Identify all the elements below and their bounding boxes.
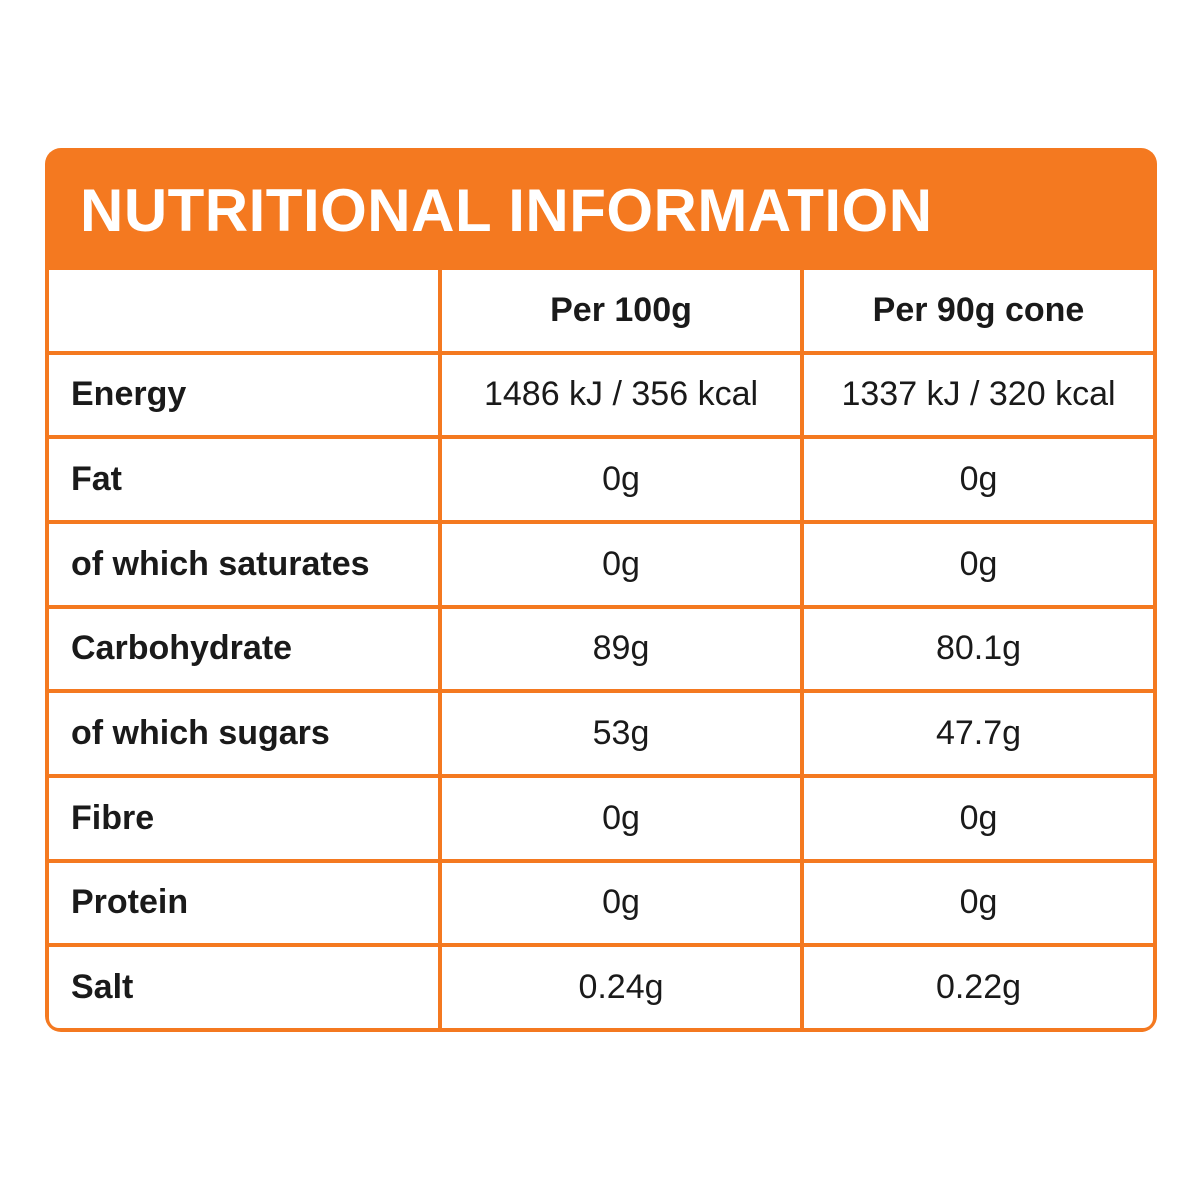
value-cell: 80.1g: [804, 608, 1153, 690]
column-header: Per 100g: [442, 270, 800, 351]
table-row: Salt 0.24g 0.22g: [49, 947, 1153, 1028]
table-row: Energy 1486 kJ / 356 kcal 1337 kJ / 320 kc…: [49, 354, 1153, 436]
value-cell: 53g: [442, 693, 800, 774]
row-label: Protein: [49, 862, 438, 944]
table-row: Carbohydrate 89g 80.1g: [49, 608, 1153, 690]
table-row: of which saturates 0g 0g: [49, 523, 1153, 605]
row-label: of which saturates: [49, 523, 438, 605]
value-cell: 1486 kJ / 356 kcal: [442, 354, 800, 436]
row-label: Fibre: [49, 777, 438, 859]
value-cell: 0g: [442, 523, 800, 605]
value-cell: 0g: [442, 862, 800, 944]
row-label: Carbohydrate: [49, 608, 438, 690]
title: NUTRITIONAL INFORMATION: [80, 177, 933, 244]
nutrition-card: NUTRITIONAL INFORMATION Per 100g Per 90g …: [45, 148, 1157, 1032]
value-cell: 47.7g: [804, 693, 1153, 774]
table-row: Fibre 0g 0g: [49, 777, 1153, 859]
row-label: Energy: [49, 354, 438, 436]
row-label: of which sugars: [49, 693, 438, 774]
value-cell: 0g: [804, 523, 1153, 605]
empty-cell: [49, 270, 438, 351]
value-cell: 0g: [442, 777, 800, 859]
value-cell: 0.22g: [804, 947, 1153, 1028]
value-cell: 0g: [804, 862, 1153, 944]
table-row: of which sugars 53g 47.7g: [49, 693, 1153, 774]
table-row: Protein 0g 0g: [49, 862, 1153, 944]
value-cell: 0g: [804, 439, 1153, 520]
nutrition-table: Per 100g Per 90g cone Energy 1486 kJ / 356 …: [45, 266, 1157, 1032]
table-row: Fat 0g 0g: [49, 439, 1153, 520]
row-label: Fat: [49, 439, 438, 520]
value-cell: 0g: [804, 777, 1153, 859]
column-header: Per 90g cone: [804, 270, 1153, 351]
value-cell: 0g: [442, 439, 800, 520]
value-cell: 0.24g: [442, 947, 800, 1028]
value-cell: 1337 kJ / 320 kcal: [804, 354, 1153, 436]
header-row: Per 100g Per 90g cone: [49, 270, 1153, 351]
row-label: Salt: [49, 947, 438, 1028]
value-cell: 89g: [442, 608, 800, 690]
